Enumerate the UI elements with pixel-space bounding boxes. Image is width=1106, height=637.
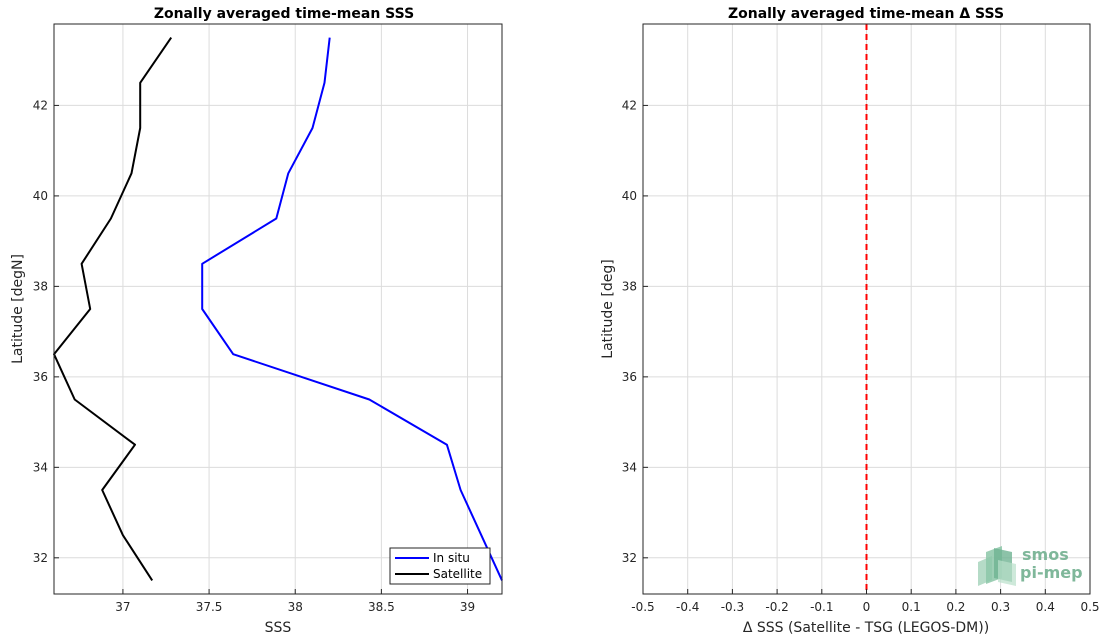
- series-line-in-situ: [201, 37, 503, 581]
- y-tick-label: 32: [622, 551, 637, 565]
- legend-label-in-situ: In situ: [433, 551, 470, 565]
- left-chart-panel: Zonally averaged time-mean SSS 37 37.5 38 3…: [10, 6, 503, 636]
- logo-text-line2: pi-mep: [1020, 563, 1083, 582]
- x-tick-label: 37.5: [196, 600, 223, 614]
- smos-pi-mep-logo: smos pi-mep: [978, 545, 1083, 586]
- y-tick-label: 32: [33, 551, 48, 565]
- x-tick-label: -0.4: [676, 600, 699, 614]
- right-x-axis-label: Δ SSS (Satellite - TSG (LEGOS-DM)): [743, 620, 989, 636]
- series-line-satellite: [53, 37, 173, 581]
- y-tick-label: 34: [33, 460, 48, 474]
- y-tick-label: 36: [622, 370, 637, 384]
- y-tick-label: 38: [33, 279, 48, 293]
- y-tick-label: 34: [622, 460, 637, 474]
- x-tick-label: 38: [288, 600, 303, 614]
- x-tick-label: 0: [863, 600, 871, 614]
- x-tick-label: 0.5: [1080, 600, 1099, 614]
- x-tick-label: -0.3: [721, 600, 744, 614]
- right-chart-panel: Zonally averaged time-mean Δ SSS smos pi…: [600, 6, 1100, 636]
- y-tick-label: 40: [622, 189, 637, 203]
- left-y-axis-label: Latitude [degN]: [10, 254, 26, 364]
- y-tick-label: 36: [33, 370, 48, 384]
- logo-mark-icon: [978, 546, 1016, 586]
- left-grid: [54, 24, 502, 594]
- x-tick-label: 37: [115, 600, 130, 614]
- x-tick-label: -0.5: [631, 600, 654, 614]
- y-tick-label: 42: [33, 98, 48, 112]
- x-tick-label: 0.1: [902, 600, 921, 614]
- y-tick-label: 42: [622, 98, 637, 112]
- legend-box: [389, 547, 491, 585]
- x-tick-label: -0.2: [765, 600, 788, 614]
- left-plot-area: [54, 24, 502, 594]
- left-series-group: [53, 37, 503, 581]
- right-chart-title: Zonally averaged time-mean Δ SSS: [728, 6, 1004, 22]
- legend: In situ Satellite: [389, 547, 491, 585]
- left-x-axis-label: SSS: [265, 620, 292, 636]
- logo-text-line1: smos: [1022, 545, 1069, 564]
- left-chart-title: Zonally averaged time-mean SSS: [154, 6, 414, 22]
- x-tick-label: 0.3: [991, 600, 1010, 614]
- y-tick-label: 40: [33, 189, 48, 203]
- x-tick-label: 39: [460, 600, 475, 614]
- y-tick-label: 38: [622, 279, 637, 293]
- x-tick-label: 38.5: [368, 600, 395, 614]
- legend-label-satellite: Satellite: [433, 567, 482, 581]
- right-grid: [642, 24, 1091, 594]
- x-tick-label: 0.4: [1036, 600, 1055, 614]
- right-y-axis-label: Latitude [deg]: [600, 259, 616, 358]
- left-tick-labels: 37 37.5 38 38.5 39 32 34 36 38 40 42: [33, 98, 475, 614]
- left-axes-box: [53, 23, 503, 595]
- x-tick-label: -0.1: [810, 600, 833, 614]
- right-tick-labels: -0.5 -0.4 -0.3 -0.2 -0.1 0 0.1 0.2 0.3 0.4 0.5 32 34…: [622, 98, 1100, 614]
- x-tick-label: 0.2: [946, 600, 965, 614]
